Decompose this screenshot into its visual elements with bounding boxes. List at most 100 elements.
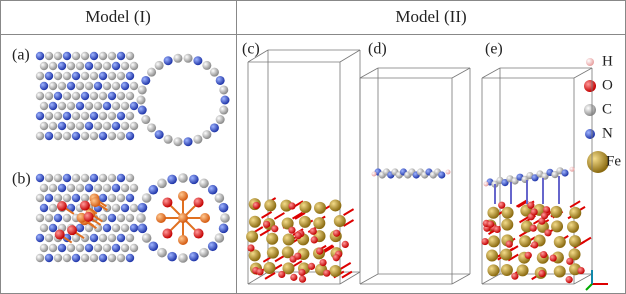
- atom: [72, 132, 80, 140]
- atom: [540, 251, 547, 258]
- atom: [112, 62, 120, 70]
- atom: [117, 92, 125, 100]
- atom: [487, 207, 499, 219]
- atom: [45, 92, 53, 100]
- atom: [45, 174, 53, 182]
- atom: [288, 227, 295, 234]
- atom: [81, 72, 89, 80]
- atom: [99, 132, 107, 140]
- atom: [157, 179, 167, 189]
- atom: [216, 115, 225, 124]
- atom: [90, 254, 98, 262]
- panel-label: (c): [242, 41, 260, 58]
- atom: [76, 244, 84, 252]
- atom: [178, 191, 188, 201]
- atom: [72, 72, 80, 80]
- atom: [117, 112, 125, 120]
- atom: [54, 132, 62, 140]
- atom: [58, 184, 66, 192]
- atom: [85, 122, 93, 130]
- atom: [333, 230, 340, 237]
- atom: [103, 62, 111, 70]
- atom: [90, 174, 98, 182]
- atom: [54, 52, 62, 60]
- atom: [90, 92, 98, 100]
- atom: [155, 130, 164, 139]
- atom: [49, 82, 57, 90]
- atom: [278, 271, 285, 278]
- atom: [49, 102, 57, 110]
- bond: [341, 263, 351, 269]
- atom: [126, 52, 134, 60]
- atom: [57, 201, 67, 211]
- atom: [525, 252, 532, 259]
- atom: [121, 102, 129, 110]
- atom: [202, 61, 211, 70]
- atom: [299, 201, 311, 213]
- atom: [173, 137, 182, 146]
- atom: [45, 194, 53, 202]
- atom: [438, 171, 445, 178]
- atom: [147, 123, 156, 132]
- atom: [313, 217, 325, 229]
- atom: [283, 233, 295, 245]
- atom: [40, 244, 48, 252]
- atom: [567, 221, 579, 233]
- atom: [94, 82, 102, 90]
- atom: [90, 234, 98, 242]
- atom: [484, 182, 489, 187]
- atom: [295, 232, 302, 239]
- atom: [208, 241, 218, 251]
- atom: [99, 254, 107, 262]
- atom: [121, 62, 129, 70]
- atom: [126, 214, 134, 222]
- bond: [570, 201, 580, 207]
- atom: [99, 72, 107, 80]
- atom: [519, 235, 531, 247]
- atom: [81, 112, 89, 120]
- atom: [117, 174, 125, 182]
- atom: [178, 213, 188, 223]
- atom: [126, 254, 134, 262]
- atom: [142, 193, 152, 203]
- atom: [501, 264, 513, 276]
- atom: [219, 203, 229, 213]
- atom: [40, 122, 48, 130]
- atom: [80, 201, 90, 211]
- atom: [94, 62, 102, 70]
- atom: [94, 122, 102, 130]
- atom: [544, 229, 551, 236]
- bond: [586, 284, 592, 290]
- atom: [342, 241, 349, 248]
- atom: [323, 270, 330, 277]
- atom: [103, 102, 111, 110]
- atom: [141, 76, 150, 85]
- atom: [112, 102, 120, 110]
- atom: [76, 82, 84, 90]
- atom: [121, 204, 129, 212]
- atom: [219, 106, 228, 115]
- atom: [517, 264, 529, 276]
- atom: [200, 213, 210, 223]
- atom: [76, 102, 84, 110]
- legend-label: Fe: [606, 153, 621, 169]
- atom: [99, 234, 107, 242]
- atom: [138, 106, 147, 115]
- atom: [267, 247, 279, 259]
- atom: [527, 202, 534, 209]
- atom: [141, 115, 150, 124]
- atom: [294, 253, 301, 260]
- bond: [274, 213, 284, 219]
- atom: [138, 203, 148, 213]
- atom: [156, 213, 166, 223]
- atom: [63, 254, 71, 262]
- atom: [130, 122, 138, 130]
- atom: [108, 92, 116, 100]
- atom: [112, 184, 120, 192]
- atom: [256, 268, 263, 275]
- atom: [216, 76, 225, 85]
- atom: [108, 234, 116, 242]
- atom: [72, 194, 80, 202]
- legend-label: O: [602, 77, 613, 93]
- atom: [45, 112, 53, 120]
